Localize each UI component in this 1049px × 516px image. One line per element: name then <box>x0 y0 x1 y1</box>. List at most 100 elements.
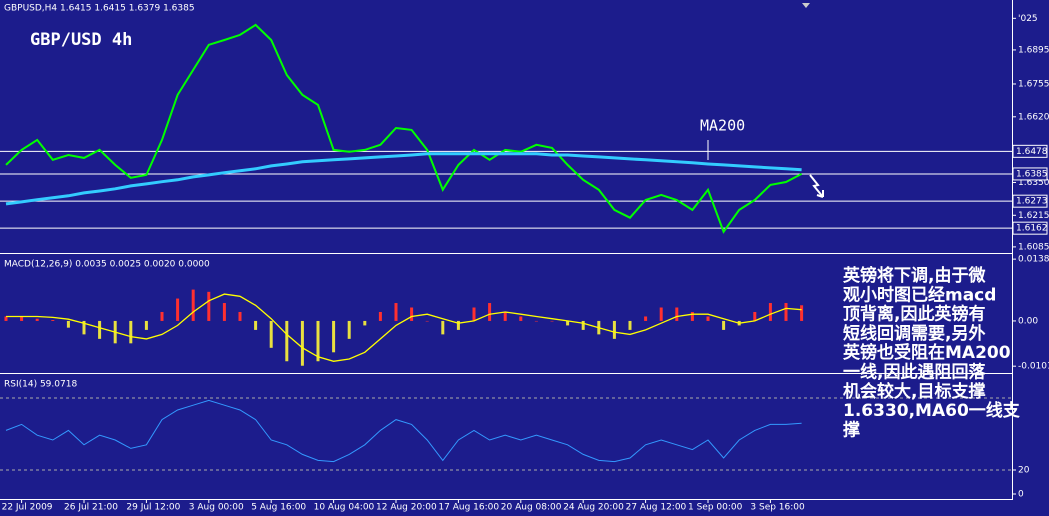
histogram-bar <box>35 318 39 321</box>
level-box <box>1012 144 1048 158</box>
level-label: 1.6478 <box>1016 147 1048 157</box>
histogram-bar <box>768 303 772 321</box>
y-tick-label: 1.6085 <box>1018 242 1049 252</box>
series-line <box>5 399 802 463</box>
x-tick-label: 24 Aug 20:00 <box>563 503 624 513</box>
histogram-bar <box>488 303 492 321</box>
note-line: 撑 <box>843 419 860 440</box>
histogram-bar <box>347 320 351 339</box>
histogram-bar <box>456 320 460 330</box>
histogram-bar <box>675 307 679 321</box>
x-tick-label: 27 Aug 12:00 <box>626 503 687 513</box>
histogram-bar <box>425 320 429 322</box>
level-box <box>1012 221 1048 235</box>
annotation: MA200 <box>700 117 745 135</box>
histogram-bar <box>332 320 336 353</box>
y-tick-label: 1.6895 <box>1018 45 1049 55</box>
histogram-bar <box>394 303 398 321</box>
histogram-bar <box>98 320 102 339</box>
histogram-bar <box>300 320 304 366</box>
note-line: 短线回调需要,另外 <box>843 323 985 344</box>
x-tick-label: 12 Aug 20:00 <box>376 503 437 513</box>
level-box <box>1012 194 1048 208</box>
histogram-bar <box>534 320 538 322</box>
note-line: 英镑将下调,由于微 <box>843 265 986 286</box>
histogram-bar <box>659 307 663 321</box>
y-tick-label: 20 <box>1018 466 1030 476</box>
x-tick-label: 5 Aug 16:00 <box>251 503 306 513</box>
x-tick-label: 26 Jul 21:00 <box>64 503 118 513</box>
y-tick-label: 0 <box>1018 490 1024 500</box>
x-tick-label: 29 Jul 12:00 <box>126 503 180 513</box>
histogram-bar <box>644 316 648 321</box>
note-line: 顶背离,因此英镑有 <box>843 304 985 325</box>
chart-title: GBP/USD 4h <box>30 30 132 50</box>
histogram-bar <box>503 311 507 321</box>
y-tick-label: -0.0101 <box>1018 362 1049 372</box>
histogram-bar <box>66 320 70 328</box>
price-header: GBPUSD,H4 1.6415 1.6415 1.6379 1.6385 <box>4 4 195 14</box>
histogram-bar <box>800 305 804 321</box>
histogram-bar <box>4 316 8 321</box>
histogram-bar <box>144 320 148 330</box>
frame <box>0 0 1013 500</box>
histogram-bar <box>378 311 382 321</box>
histogram-bar <box>550 320 554 322</box>
note-line: 机会较大,目标支撑 <box>843 381 985 402</box>
x-tick-label: 1 Sep 00:00 <box>688 503 743 513</box>
note-line: 一线,因此遇阻回落 <box>843 362 986 383</box>
histogram-bar <box>191 289 195 321</box>
histogram-bar <box>519 316 523 321</box>
x-tick-label: 3 Sep 16:00 <box>750 503 805 513</box>
histogram-bar <box>129 320 133 344</box>
x-tick-label: 10 Aug 04:00 <box>314 503 375 513</box>
x-tick-label: 3 Aug 00:00 <box>189 503 244 513</box>
y-tick-label: 1.6755 <box>1018 79 1049 89</box>
x-tick-label: 22 Jul 2009 <box>2 503 53 513</box>
histogram-bar <box>20 316 24 321</box>
level-label: 1.6273 <box>1016 197 1048 207</box>
histogram-bar <box>566 320 570 326</box>
histogram-bar <box>316 320 320 362</box>
y-tick-label: '025 <box>1018 14 1038 24</box>
signal-line <box>6 293 802 362</box>
histogram-bar <box>472 307 476 321</box>
histogram-bar <box>160 311 164 321</box>
histogram-bar <box>784 303 788 321</box>
series-line <box>5 23 803 234</box>
plot-area <box>0 23 1012 471</box>
histogram-bar <box>706 316 710 321</box>
histogram-bar <box>753 311 757 321</box>
series-line <box>5 152 802 206</box>
histogram-bar <box>269 320 273 348</box>
y-tick-label: 1.6620 <box>1018 112 1049 122</box>
y-tick-label: 0.00 <box>1018 316 1038 326</box>
y-tick-label: 1.6215 <box>1018 211 1049 221</box>
level-box <box>1012 167 1048 181</box>
note-line: 英镑也受阻在MA200 <box>843 342 1011 363</box>
histogram-bar <box>690 311 694 321</box>
x-tick-label: 20 Aug 08:00 <box>501 503 562 513</box>
histogram-bar <box>207 291 211 321</box>
histogram-bar <box>238 311 242 321</box>
x-tick-label: 17 Aug 16:00 <box>438 503 499 513</box>
histogram-bar <box>51 320 55 321</box>
histogram-bar <box>254 320 258 330</box>
histogram-bar <box>222 303 226 321</box>
histogram-bar <box>581 320 585 330</box>
shift-marker <box>802 3 810 8</box>
histogram-bar <box>285 320 289 362</box>
y-tick-label: 0.0138 <box>1018 255 1049 265</box>
note-line: 观小时图已经macd <box>842 284 996 305</box>
histogram-bar <box>722 320 726 330</box>
y-tick-label: 1.6350 <box>1018 178 1049 188</box>
level-label: 1.6162 <box>1016 224 1048 234</box>
histogram-bar <box>410 307 414 321</box>
histogram-bar <box>176 298 180 321</box>
histogram-bar <box>612 320 616 339</box>
note-line: 1.6330,MA60一线支 <box>843 400 1021 421</box>
level-label: 1.6385 <box>1016 169 1048 179</box>
